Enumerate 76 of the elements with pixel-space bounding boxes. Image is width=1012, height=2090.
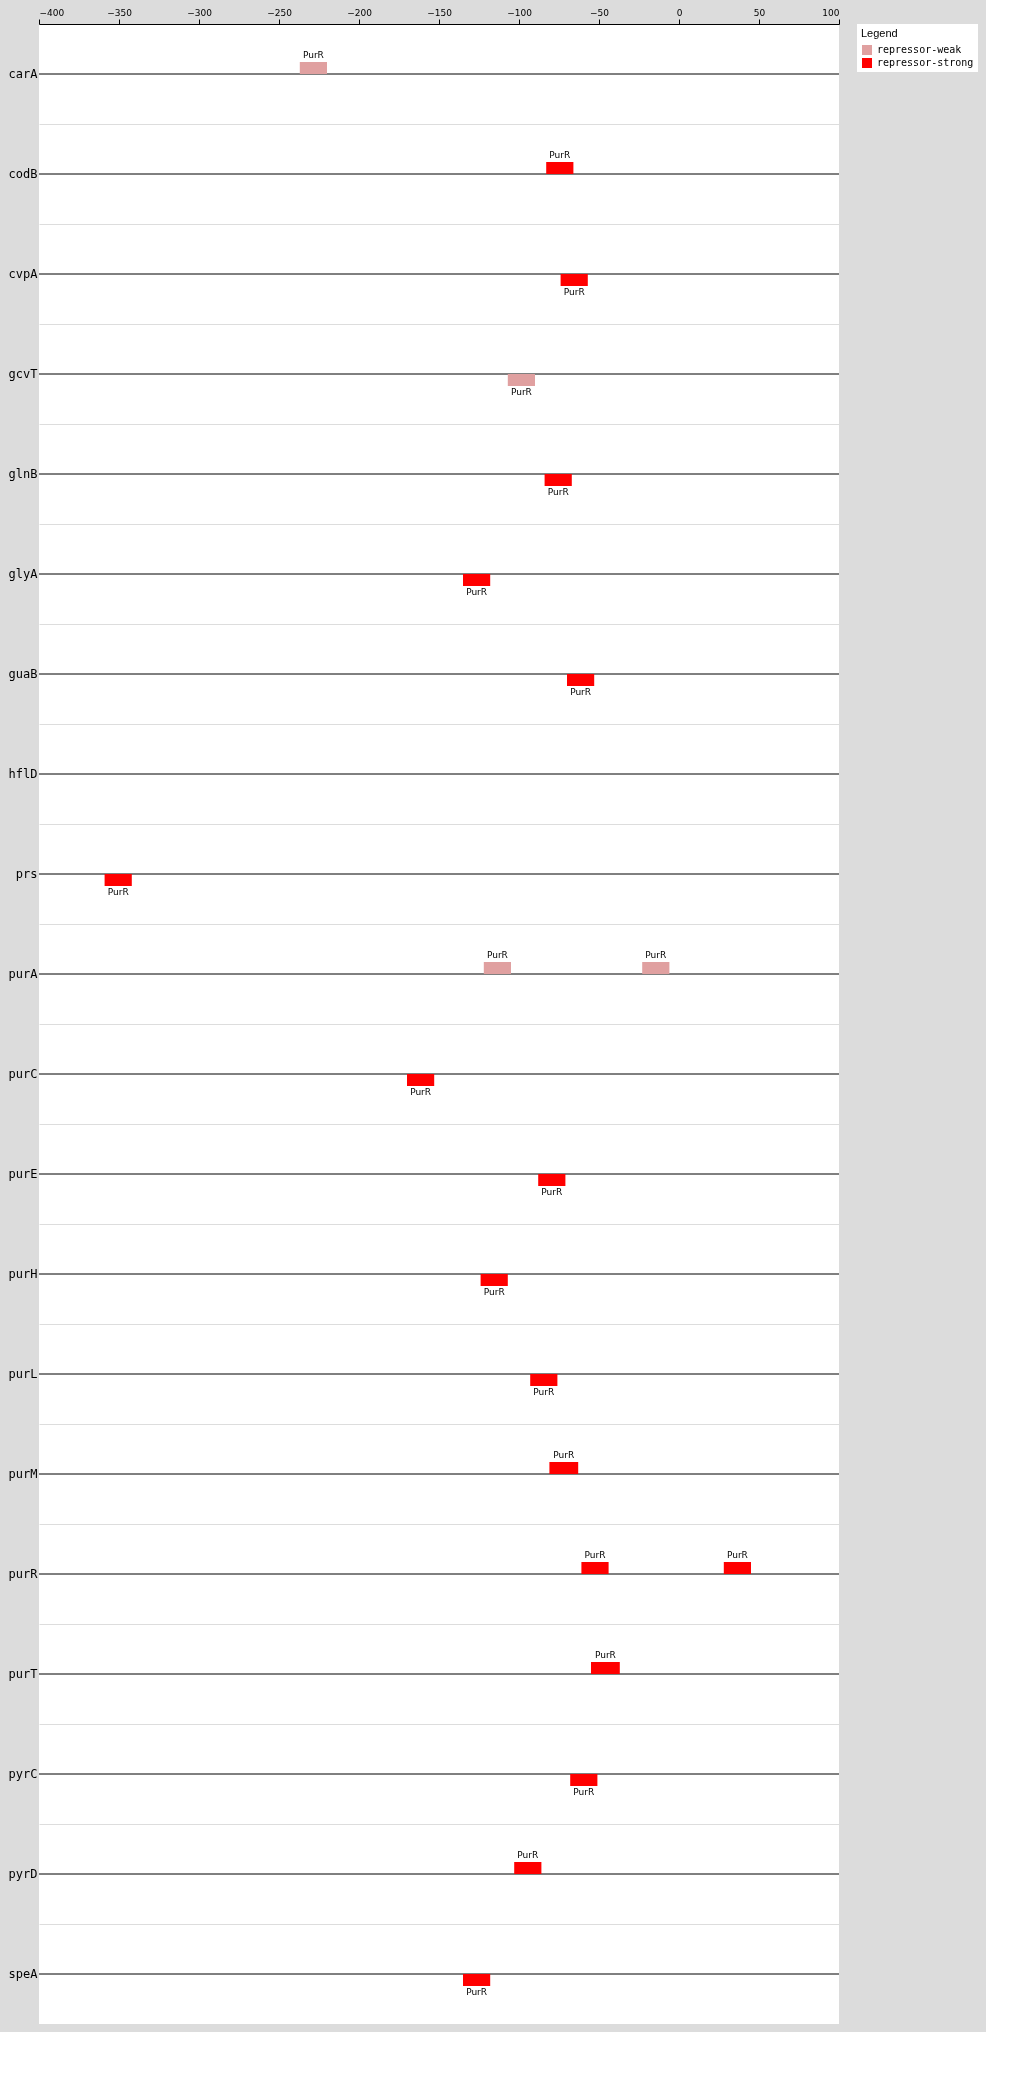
data-label: PurR xyxy=(483,1287,505,1297)
y-tick-label: purM xyxy=(8,1467,38,1481)
bar xyxy=(483,962,511,974)
data-label: PurR xyxy=(645,950,667,960)
x-tick-label: −100 xyxy=(507,7,533,18)
bar xyxy=(514,1862,542,1874)
data-label: PurR xyxy=(510,387,532,397)
x-tick-label: −200 xyxy=(347,7,373,18)
bar xyxy=(407,1074,435,1086)
x-tick-label: 0 xyxy=(676,7,683,18)
x-tick-label: 50 xyxy=(753,7,766,18)
data-label: PurR xyxy=(517,1850,539,1860)
y-tick-label: gcvT xyxy=(8,367,38,381)
data-label: PurR xyxy=(302,50,324,60)
bar xyxy=(544,474,572,486)
bar xyxy=(570,1774,598,1786)
bar xyxy=(546,162,574,174)
x-tick-label: −400 xyxy=(39,7,65,18)
x-tick-label: 100 xyxy=(822,7,840,18)
data-label: PurR xyxy=(584,1550,606,1560)
bar xyxy=(567,674,595,686)
y-tick-label: purH xyxy=(8,1267,38,1281)
legend-label: repressor-weak xyxy=(877,44,962,55)
data-label: PurR xyxy=(107,887,129,897)
y-tick-label: purA xyxy=(8,967,39,981)
y-tick-label: glyA xyxy=(8,567,39,581)
bar xyxy=(463,1974,491,1986)
bar xyxy=(104,874,132,886)
y-tick-label: purR xyxy=(8,1567,39,1581)
y-tick-label: codB xyxy=(8,167,38,181)
y-tick-label: prs xyxy=(15,867,38,881)
data-label: PurR xyxy=(466,587,488,597)
bar xyxy=(549,1462,579,1474)
y-tick-label: speA xyxy=(8,1967,39,1981)
data-label: PurR xyxy=(486,950,508,960)
data-label: PurR xyxy=(547,487,569,497)
y-tick-label: purT xyxy=(8,1667,38,1681)
data-label: PurR xyxy=(410,1087,432,1097)
legend-title: Legend xyxy=(861,27,898,39)
y-tick-label: cvpA xyxy=(8,267,39,281)
data-label: PurR xyxy=(573,1787,595,1797)
bar xyxy=(299,62,327,74)
y-tick-label: purL xyxy=(8,1367,38,1381)
data-label: PurR xyxy=(466,1987,488,1997)
data-label: PurR xyxy=(553,1450,575,1460)
data-label: PurR xyxy=(726,1550,748,1560)
bar xyxy=(642,962,670,974)
x-tick-label: −150 xyxy=(427,7,453,18)
bar xyxy=(591,1662,620,1674)
y-tick-label: purE xyxy=(8,1167,38,1181)
y-tick-label: pyrD xyxy=(8,1867,38,1881)
data-label: PurR xyxy=(533,1387,555,1397)
data-label: PurR xyxy=(541,1187,563,1197)
x-tick-label: −50 xyxy=(590,7,610,18)
y-tick-label: purC xyxy=(8,1067,38,1081)
y-tick-label: glnB xyxy=(8,467,38,481)
legend-label: repressor-strong xyxy=(877,57,974,68)
y-tick-label: guaB xyxy=(8,667,38,681)
x-tick-label: −350 xyxy=(107,7,133,18)
data-label: PurR xyxy=(570,687,592,697)
y-tick-label: hflD xyxy=(8,767,38,781)
data-label: PurR xyxy=(549,150,571,160)
data-label: PurR xyxy=(563,287,585,297)
y-tick-label: pyrC xyxy=(8,1767,38,1781)
bar xyxy=(560,274,588,286)
bar xyxy=(507,374,535,386)
bar xyxy=(530,1374,558,1386)
y-tick-label: carA xyxy=(8,67,39,81)
x-tick-label: −250 xyxy=(267,7,293,18)
x-tick-label: −300 xyxy=(187,7,213,18)
data-label: PurR xyxy=(594,1650,616,1660)
bar xyxy=(463,574,491,586)
bar xyxy=(723,1562,751,1574)
bar xyxy=(480,1274,508,1286)
bar xyxy=(581,1562,609,1574)
bar xyxy=(538,1174,566,1186)
